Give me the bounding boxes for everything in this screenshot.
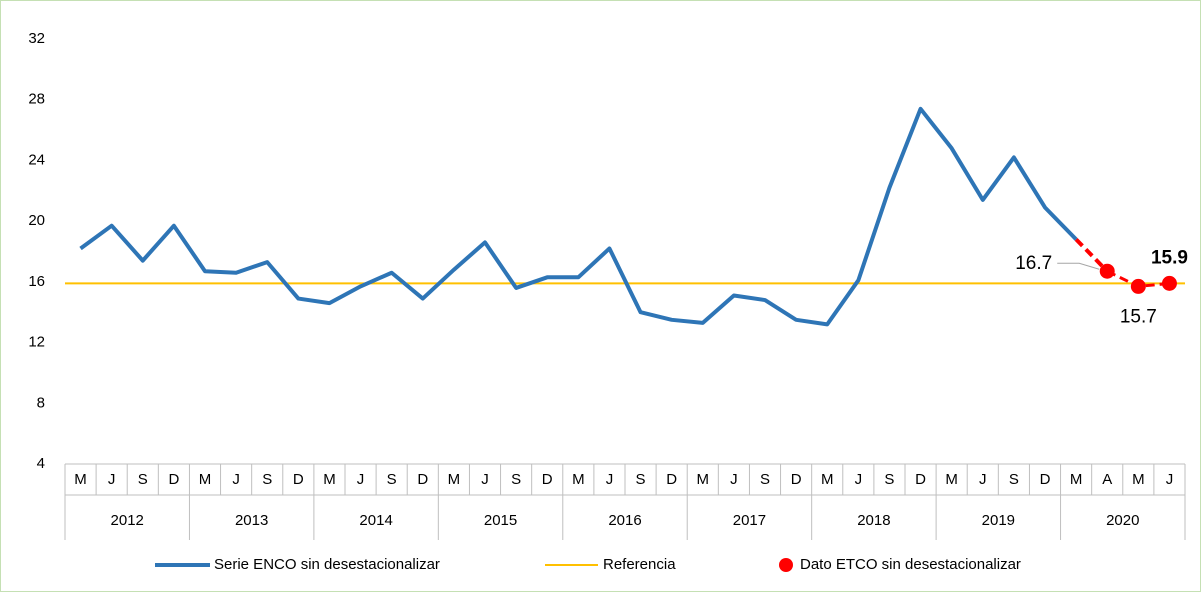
x-tick-label: J xyxy=(357,471,365,488)
x-tick-label: M xyxy=(199,471,212,488)
x-group-label: 2017 xyxy=(733,512,766,529)
x-tick-label: J xyxy=(606,471,614,488)
legend-swatch xyxy=(779,558,793,572)
x-group-label: 2018 xyxy=(857,512,890,529)
x-tick-label: M xyxy=(572,471,585,488)
x-tick-label: J xyxy=(1166,471,1174,488)
x-group-label: 2020 xyxy=(1106,512,1139,529)
y-tick-label: 12 xyxy=(28,334,45,351)
x-tick-label: S xyxy=(1009,471,1019,488)
x-tick-label: M xyxy=(323,471,336,488)
x-tick-label: M xyxy=(448,471,461,488)
x-tick-label: S xyxy=(636,471,646,488)
y-tick-label: 16 xyxy=(28,273,45,290)
x-tick-label: S xyxy=(511,471,521,488)
x-tick-label: M xyxy=(821,471,834,488)
y-tick-label: 8 xyxy=(37,394,45,411)
data-point xyxy=(1099,263,1115,279)
x-tick-label: A xyxy=(1102,471,1112,488)
x-tick-label: J xyxy=(481,471,489,488)
x-tick-label: M xyxy=(697,471,710,488)
data-point xyxy=(1130,278,1146,294)
x-group-label: 2019 xyxy=(982,512,1015,529)
x-tick-label: S xyxy=(387,471,397,488)
x-tick-label: M xyxy=(1070,471,1083,488)
x-tick-label: D xyxy=(666,471,677,488)
x-tick-label: S xyxy=(884,471,894,488)
x-tick-label: J xyxy=(855,471,863,488)
x-tick-label: D xyxy=(915,471,926,488)
data-label: 15.9 xyxy=(1151,247,1188,268)
y-tick-label: 4 xyxy=(37,455,45,472)
x-tick-label: M xyxy=(74,471,87,488)
x-tick-label: D xyxy=(293,471,304,488)
connector xyxy=(1074,237,1109,273)
x-tick-label: J xyxy=(232,471,240,488)
y-tick-label: 32 xyxy=(28,30,45,47)
legend-label: Dato ETCO sin desestacionalizar xyxy=(800,556,1021,573)
x-tick-label: D xyxy=(791,471,802,488)
data-label: 15.7 xyxy=(1120,306,1157,327)
data-point xyxy=(1161,275,1177,291)
data-label: 16.7 xyxy=(1015,253,1052,274)
x-tick-label: M xyxy=(1132,471,1145,488)
legend-label: Referencia xyxy=(603,556,676,573)
x-tick-label: J xyxy=(108,471,116,488)
x-group-label: 2014 xyxy=(359,512,392,529)
x-group-label: 2016 xyxy=(608,512,641,529)
x-tick-label: D xyxy=(542,471,553,488)
x-tick-label: S xyxy=(138,471,148,488)
x-group-label: 2012 xyxy=(111,512,144,529)
line-series xyxy=(79,106,1078,327)
x-tick-label: M xyxy=(945,471,958,488)
legend-label: Serie ENCO sin desestacionalizar xyxy=(214,556,440,573)
x-tick-label: D xyxy=(417,471,428,488)
x-tick-label: S xyxy=(262,471,272,488)
y-tick-label: 20 xyxy=(28,212,45,229)
x-group-label: 2015 xyxy=(484,512,517,529)
x-tick-label: D xyxy=(1040,471,1051,488)
x-tick-label: J xyxy=(979,471,987,488)
leader-line xyxy=(1057,262,1100,270)
x-tick-label: S xyxy=(760,471,770,488)
x-tick-label: D xyxy=(168,471,179,488)
x-group-label: 2013 xyxy=(235,512,268,529)
y-tick-label: 28 xyxy=(28,91,45,108)
x-tick-label: J xyxy=(730,471,738,488)
y-tick-label: 24 xyxy=(28,151,45,168)
